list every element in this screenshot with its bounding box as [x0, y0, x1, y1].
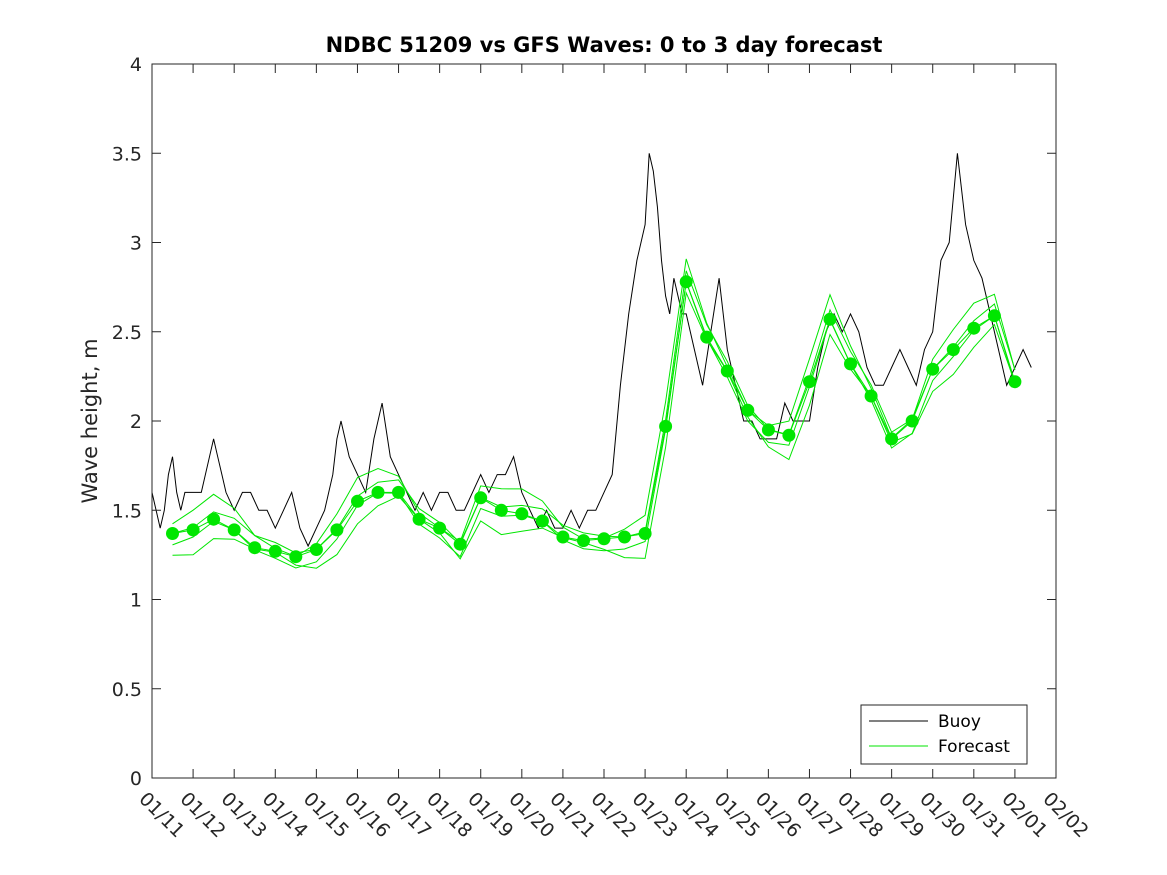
legend-label-buoy: Buoy — [938, 712, 981, 732]
forecast-point — [351, 494, 364, 508]
y-axis-label: Wave height, m — [78, 338, 102, 503]
forecast-point — [679, 275, 693, 289]
forecast-point — [885, 432, 899, 446]
forecast-point — [433, 521, 447, 535]
y-tick-label: 3 — [130, 233, 142, 255]
forecast-point — [823, 312, 837, 326]
forecast-point — [494, 503, 508, 517]
forecast-point — [638, 527, 652, 540]
forecast-point — [761, 423, 775, 437]
forecast-point — [782, 428, 796, 442]
forecast-point — [720, 364, 734, 378]
forecast-point — [700, 330, 714, 344]
forecast-point — [597, 532, 611, 546]
forecast-point — [186, 523, 200, 537]
forecast-point — [844, 357, 857, 371]
forecast-point — [1008, 375, 1022, 389]
forecast-point — [309, 543, 323, 556]
forecast-point — [926, 362, 940, 376]
forecast-point — [166, 527, 179, 540]
forecast-point — [248, 541, 262, 555]
chart-title: NDBC 51209 vs GFS Waves: 0 to 3 day fore… — [326, 33, 883, 57]
forecast-point — [535, 514, 549, 528]
legend: Buoy Forecast — [860, 704, 1028, 765]
forecast-point — [453, 537, 467, 551]
y-tick-label: 1 — [130, 590, 142, 612]
forecast-point — [905, 414, 919, 428]
plot-area — [151, 153, 1032, 569]
forecast-point — [330, 523, 344, 537]
forecast-point — [268, 544, 282, 558]
y-tick-label: 2.5 — [112, 322, 142, 344]
series-line-forecast-run — [172, 281, 1016, 569]
legend-label-forecast: Forecast — [938, 737, 1010, 757]
y-tick-label: 4 — [130, 54, 142, 76]
y-tick-label: 0.5 — [112, 679, 142, 701]
y-tick-label: 2 — [130, 411, 142, 433]
y-tick-label: 1.5 — [112, 500, 142, 522]
forecast-point — [741, 403, 755, 417]
forecast-point — [659, 419, 673, 433]
forecast-point — [864, 389, 878, 403]
legend-box — [860, 704, 1028, 765]
forecast-point — [371, 485, 385, 499]
forecast-point — [803, 375, 816, 389]
forecast-point — [207, 512, 221, 526]
forecast-point — [289, 550, 303, 564]
forecast-point — [946, 343, 960, 357]
forecast-point — [556, 530, 570, 544]
forecast-point — [227, 523, 241, 537]
forecast-point — [967, 321, 981, 335]
series-line-buoy — [151, 153, 1032, 548]
forecast-point — [515, 507, 529, 521]
forecast-point — [577, 534, 590, 548]
forecast-point — [392, 485, 405, 499]
forecast-point — [474, 491, 488, 505]
forecast-point — [412, 512, 426, 526]
y-tick-label: 3.5 — [112, 143, 142, 165]
forecast-point — [618, 530, 631, 544]
y-tick-label: 0 — [130, 768, 142, 790]
forecast-point — [987, 309, 1001, 323]
